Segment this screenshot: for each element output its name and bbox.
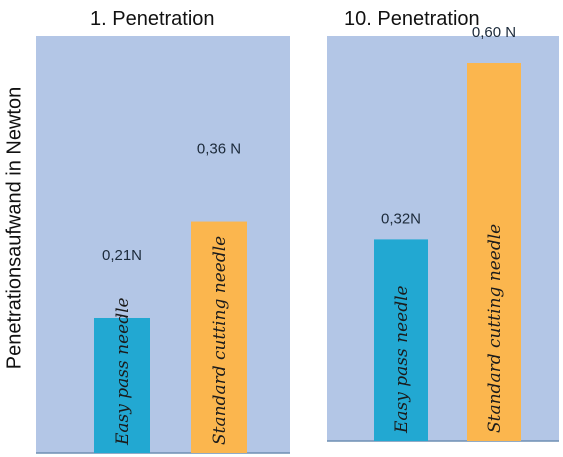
chart-svg-tenth-penetration: 0,32N Easy pass needle 0,60 N Standard cutt… [327, 24, 559, 442]
plot-area-first [36, 36, 290, 453]
bar-standard-cutting-tenth [467, 63, 521, 441]
value-label-easy-pass-first: 0,21N [102, 247, 142, 264]
category-label-easy-pass-first: Easy pass needle [113, 297, 133, 446]
chart-title-first-penetration: 1. Penetration [90, 8, 215, 30]
value-label-standard-cutting-first: 0,36 N [197, 141, 241, 158]
chart-panel-tenth-penetration: 10. Penetration 0,32N Easy pass needle 0,6… [327, 0, 559, 457]
category-label-easy-pass-tenth: Easy pass needle [392, 285, 412, 434]
value-label-easy-pass-tenth: 0,32N [381, 210, 421, 227]
bar-standard-cutting-first [191, 221, 247, 453]
y-axis-label: Penetrationsaufwand in Newton [3, 86, 26, 370]
chart-svg-first-penetration: 0,21N Easy pass needle 0,36 N Standard cutt… [36, 36, 290, 454]
bar-easy-pass-tenth [374, 239, 428, 441]
category-label-standard-cutting-tenth: Standard cutting needle [485, 224, 505, 433]
chart-title-tenth-penetration: 10. Penetration [344, 8, 480, 30]
chart-panel-first-penetration: 1. Penetration 0,21N Easy pass needle 0,36… [36, 0, 290, 457]
category-label-standard-cutting-first: Standard cutting needle [210, 236, 230, 445]
value-label-standard-cutting-tenth: 0,60 N [472, 24, 516, 41]
bar-easy-pass-first [94, 317, 150, 453]
plot-area-tenth [327, 36, 559, 441]
